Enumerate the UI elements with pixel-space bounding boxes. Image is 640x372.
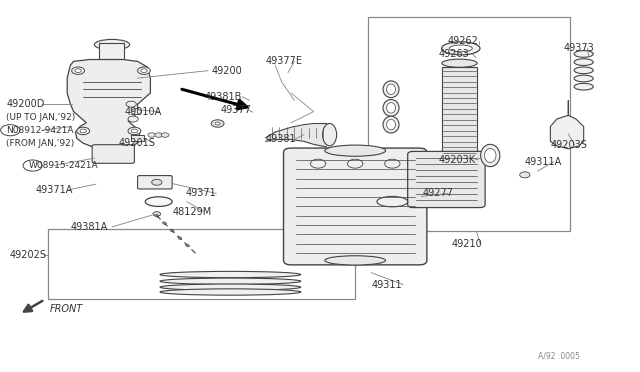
Text: 49210: 49210 (451, 239, 482, 248)
Bar (131, 135, 144, 141)
Text: 49371A: 49371A (35, 185, 72, 195)
Text: A/92 :0005: A/92 :0005 (538, 352, 579, 361)
Text: 49377E: 49377E (266, 57, 303, 66)
Text: 49311: 49311 (371, 280, 402, 289)
Circle shape (161, 133, 169, 137)
Ellipse shape (145, 197, 172, 206)
Ellipse shape (481, 144, 500, 167)
Ellipse shape (160, 289, 301, 295)
Text: 49203K: 49203K (438, 155, 476, 165)
Ellipse shape (574, 59, 593, 65)
Text: 49263: 49263 (438, 49, 469, 59)
Ellipse shape (325, 145, 385, 156)
Circle shape (310, 159, 326, 168)
Text: 49201S: 49201S (118, 138, 156, 148)
Text: FRONT: FRONT (50, 304, 83, 314)
Text: 49381: 49381 (266, 135, 296, 144)
Polygon shape (550, 100, 584, 149)
FancyBboxPatch shape (138, 176, 172, 189)
Circle shape (77, 127, 90, 135)
Ellipse shape (484, 148, 496, 163)
Circle shape (128, 116, 138, 122)
Circle shape (385, 159, 400, 168)
Ellipse shape (383, 99, 399, 116)
Circle shape (211, 120, 224, 127)
Bar (99, 43, 124, 60)
Text: 49277: 49277 (422, 189, 453, 198)
Ellipse shape (574, 67, 593, 74)
Circle shape (131, 109, 141, 115)
Ellipse shape (325, 256, 385, 265)
Circle shape (215, 122, 220, 125)
Ellipse shape (449, 45, 472, 52)
Circle shape (141, 69, 147, 73)
Ellipse shape (383, 81, 399, 97)
Circle shape (152, 179, 162, 185)
Ellipse shape (387, 84, 396, 94)
Text: 49381B: 49381B (205, 92, 242, 102)
Ellipse shape (442, 59, 477, 67)
Circle shape (148, 133, 156, 137)
Bar (48, 229, 355, 299)
Circle shape (131, 129, 138, 133)
Ellipse shape (383, 116, 399, 133)
Ellipse shape (323, 124, 337, 146)
Text: 49381A: 49381A (70, 222, 108, 232)
Circle shape (155, 133, 163, 137)
Ellipse shape (387, 103, 396, 113)
Ellipse shape (574, 83, 593, 90)
Circle shape (348, 159, 363, 168)
FancyBboxPatch shape (408, 151, 485, 208)
Ellipse shape (160, 278, 301, 284)
Circle shape (153, 212, 161, 216)
Circle shape (72, 67, 84, 74)
Text: W08915-2421A: W08915-2421A (29, 161, 99, 170)
Ellipse shape (377, 196, 408, 207)
Text: 49203S: 49203S (550, 140, 588, 150)
Circle shape (128, 127, 141, 135)
Ellipse shape (95, 39, 129, 50)
Ellipse shape (574, 51, 593, 57)
Text: (FROM JAN,’92): (FROM JAN,’92) (6, 139, 75, 148)
Text: 49377: 49377 (221, 105, 252, 115)
Text: 49371: 49371 (186, 189, 216, 198)
Ellipse shape (442, 42, 480, 55)
Bar (368, 17, 570, 231)
Circle shape (520, 172, 530, 178)
Text: 48129M: 48129M (173, 207, 212, 217)
Text: 49200D: 49200D (6, 99, 45, 109)
Circle shape (138, 67, 150, 74)
Text: 49202S: 49202S (10, 250, 47, 260)
FancyBboxPatch shape (92, 145, 134, 163)
Text: 49311A: 49311A (525, 157, 562, 167)
Bar (442, 67, 477, 156)
Circle shape (80, 129, 86, 133)
Text: 49373: 49373 (563, 44, 594, 53)
Text: (UP TO JAN,’92): (UP TO JAN,’92) (6, 113, 76, 122)
Text: N08912-9421A: N08912-9421A (6, 126, 74, 135)
Text: 49200: 49200 (211, 66, 242, 76)
Circle shape (126, 101, 136, 107)
Text: 49262: 49262 (448, 36, 479, 46)
Ellipse shape (574, 75, 593, 82)
Polygon shape (67, 60, 150, 149)
Text: 49010A: 49010A (125, 107, 162, 116)
Circle shape (75, 69, 81, 73)
Ellipse shape (160, 284, 301, 290)
Ellipse shape (387, 119, 396, 130)
FancyBboxPatch shape (284, 148, 427, 265)
Ellipse shape (160, 272, 301, 278)
